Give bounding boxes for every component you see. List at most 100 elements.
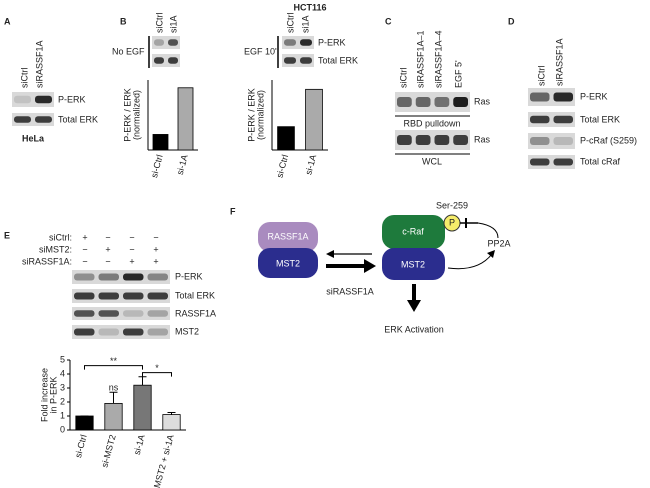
row-label: MST2 [175, 326, 199, 336]
band [453, 97, 468, 107]
row-label: Total cRaf [580, 156, 621, 166]
sign: − [129, 232, 134, 242]
row-label: P-cRaf (S259) [580, 135, 637, 145]
y-tick-label: 2 [60, 396, 65, 406]
mst2-box [258, 248, 318, 278]
sign: + [153, 256, 158, 266]
row-label: Total ERK [318, 55, 358, 65]
inhibition [477, 222, 499, 239]
band [35, 116, 52, 123]
outcome: ERK Activation [384, 324, 444, 334]
lane-label: siCtrl [19, 68, 29, 89]
panel-letter: D [508, 16, 515, 26]
band [147, 273, 168, 281]
mst2-box [382, 248, 445, 280]
panel-letter: C [385, 16, 392, 26]
group-label: WCL [422, 156, 442, 166]
protein: RASSF1A [267, 231, 308, 241]
band [154, 57, 164, 64]
sign: − [82, 244, 87, 254]
band [14, 95, 31, 104]
x-tick-label: si-Ctrl [149, 154, 165, 179]
x-tick-label: si-1A [303, 154, 318, 176]
row-label: Total ERK [175, 290, 215, 300]
sign: − [82, 256, 87, 266]
band [553, 158, 573, 166]
band [284, 39, 296, 46]
band [300, 39, 312, 46]
x-tick-label: si-MST2 + si-1A [149, 434, 175, 488]
condition: EGF 10' [244, 46, 277, 56]
lane-label: siCtrl [154, 13, 164, 34]
y-axis-label: in P-ERK [48, 376, 58, 413]
bar [277, 126, 295, 151]
band [74, 310, 95, 317]
x-tick-label: si-MST2 [99, 434, 117, 469]
band [74, 292, 95, 300]
band [147, 328, 168, 336]
band [453, 135, 468, 145]
lane-label: si1A [300, 15, 310, 33]
lane-label: siRASSF1A [554, 38, 564, 86]
arrow-head [326, 250, 334, 258]
condition: siCtrl: [49, 232, 72, 242]
row-label: P-ERK [318, 37, 346, 47]
sign: + [153, 244, 158, 254]
band [530, 92, 550, 102]
lane-label: EGF 5' [453, 60, 463, 88]
x-tick-label: si-Ctrl [274, 154, 290, 179]
lane-label: siRASSF1A–4 [433, 30, 443, 88]
blot [395, 130, 470, 150]
y-axis-label: P-ERK / ERK [122, 88, 132, 142]
blot [72, 307, 170, 320]
bar [133, 384, 152, 431]
lane-label: siCtrl [285, 13, 295, 34]
arrow [447, 253, 493, 270]
lane-label: siRASSF1A–1 [415, 30, 425, 88]
craf-box [382, 215, 445, 249]
band [434, 97, 450, 107]
band [123, 292, 144, 300]
condition: No EGF [112, 46, 145, 56]
band [74, 328, 95, 336]
error-bar [138, 376, 147, 386]
y-tick-label: 5 [60, 354, 65, 364]
cell-line: HeLa [22, 133, 45, 143]
blot [72, 289, 170, 303]
bracket [84, 365, 143, 370]
lane-label: siRASSF1A [34, 40, 44, 88]
x-tick-label: si-Ctrl [73, 434, 89, 459]
y-axis-label: Fold increase [39, 368, 49, 422]
band [98, 273, 119, 281]
band [123, 273, 144, 281]
panel-letter: B [120, 16, 127, 26]
significance: * [155, 363, 159, 373]
error-bar [167, 412, 176, 415]
arrow-head [487, 250, 495, 258]
condition: siMST2: [39, 244, 72, 254]
panel-letter: A [4, 16, 11, 26]
phospho: P [449, 217, 455, 227]
lane-label: siCtrl [536, 66, 546, 87]
cell-line: HCT116 [293, 2, 326, 12]
phosphatase: PP2A [487, 238, 510, 248]
band [35, 95, 52, 104]
band [147, 310, 168, 317]
protein: c-Raf [402, 226, 424, 236]
sign: + [129, 256, 134, 266]
rassf1a-box [258, 222, 318, 252]
band [98, 328, 119, 336]
error-bar [109, 391, 118, 404]
band [300, 57, 312, 64]
sign: + [105, 244, 110, 254]
significance: ** [110, 356, 118, 366]
row-label: P-ERK [58, 94, 86, 104]
band [123, 328, 144, 336]
band [147, 292, 168, 300]
sign: − [105, 232, 110, 242]
band [168, 39, 178, 46]
panel-letter: E [4, 230, 10, 240]
band [415, 135, 431, 145]
arrow-head [364, 259, 376, 273]
